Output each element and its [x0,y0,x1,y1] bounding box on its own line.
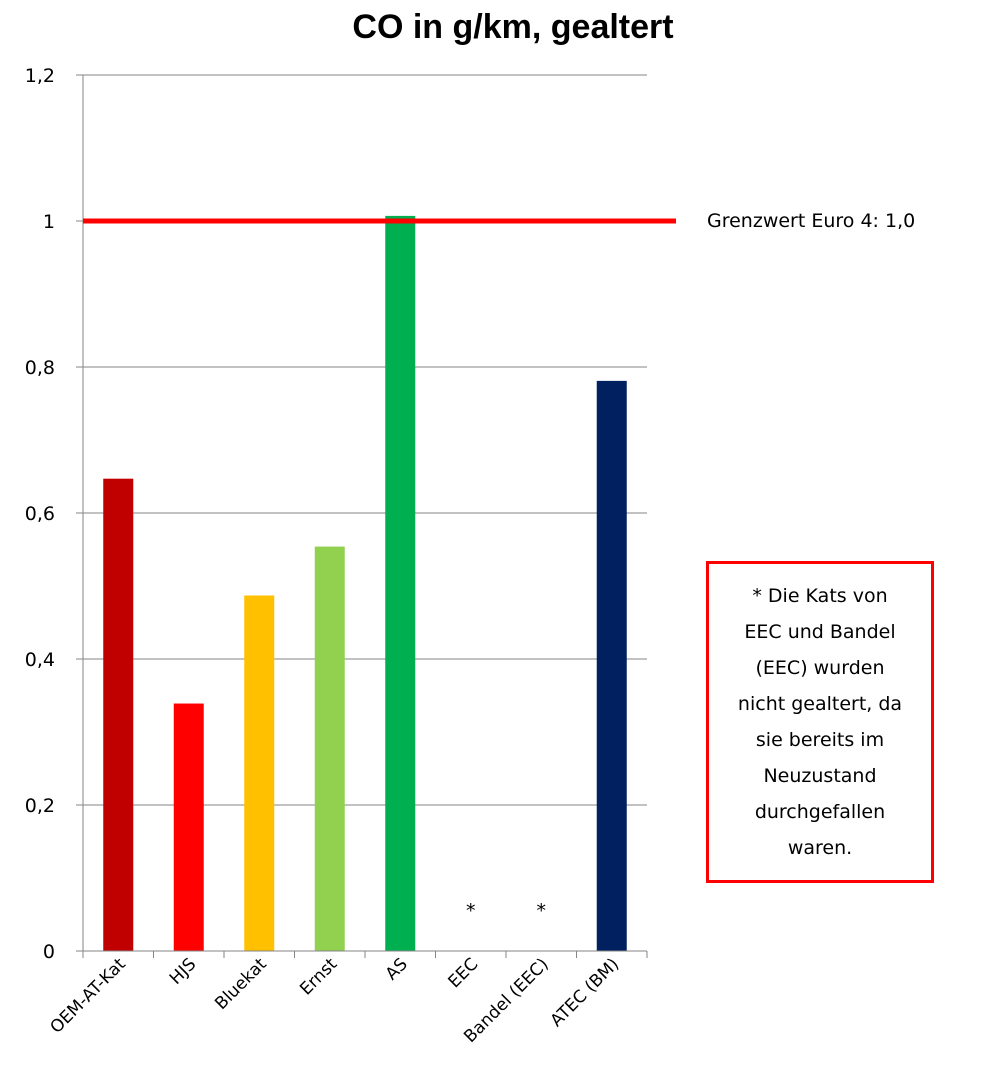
bar [596,380,627,951]
chart-title: CO in g/km, gealtert [352,8,673,46]
y-tick-label: 1 [43,211,55,233]
grid-lines [83,74,647,806]
x-tick-label: OEM-AT-Kat [47,954,130,1037]
bar [385,215,416,951]
x-tick-label: HJS [166,954,200,988]
y-tick-label: 0,6 [25,503,55,525]
missing-marker: * [537,900,547,922]
bar [103,478,134,951]
x-tick-label: ATEC (BM) [547,954,624,1031]
note-text: * Die Kats von EEC und Bandel (EEC) wurd… [737,585,903,859]
y-tick-label: 0,2 [25,795,55,817]
y-axis: 0 0,2 0,4 0,6 0,8 1 1,2 [25,65,84,963]
x-tick-label: EEC [445,954,483,992]
x-tick-label: Ernst [296,954,341,999]
bar [173,703,204,951]
reference-line-label: Grenzwert Euro 4: 1,0 [707,210,915,232]
y-tick-label: 0,4 [25,649,55,671]
bars: * * [103,215,627,951]
y-tick-label: 0,8 [25,357,55,379]
y-tick-label: 1,2 [25,65,55,87]
x-tick-label: AS [382,954,412,984]
note-box: * Die Kats von EEC und Bandel (EEC) wurd… [706,561,934,883]
reference-line-group: Grenzwert Euro 4: 1,0 [83,210,915,232]
y-tick-label: 0 [43,941,55,963]
x-tick-label: Bluekat [211,954,271,1014]
missing-marker: * [466,900,476,922]
bar [314,546,345,951]
bar [244,595,275,951]
